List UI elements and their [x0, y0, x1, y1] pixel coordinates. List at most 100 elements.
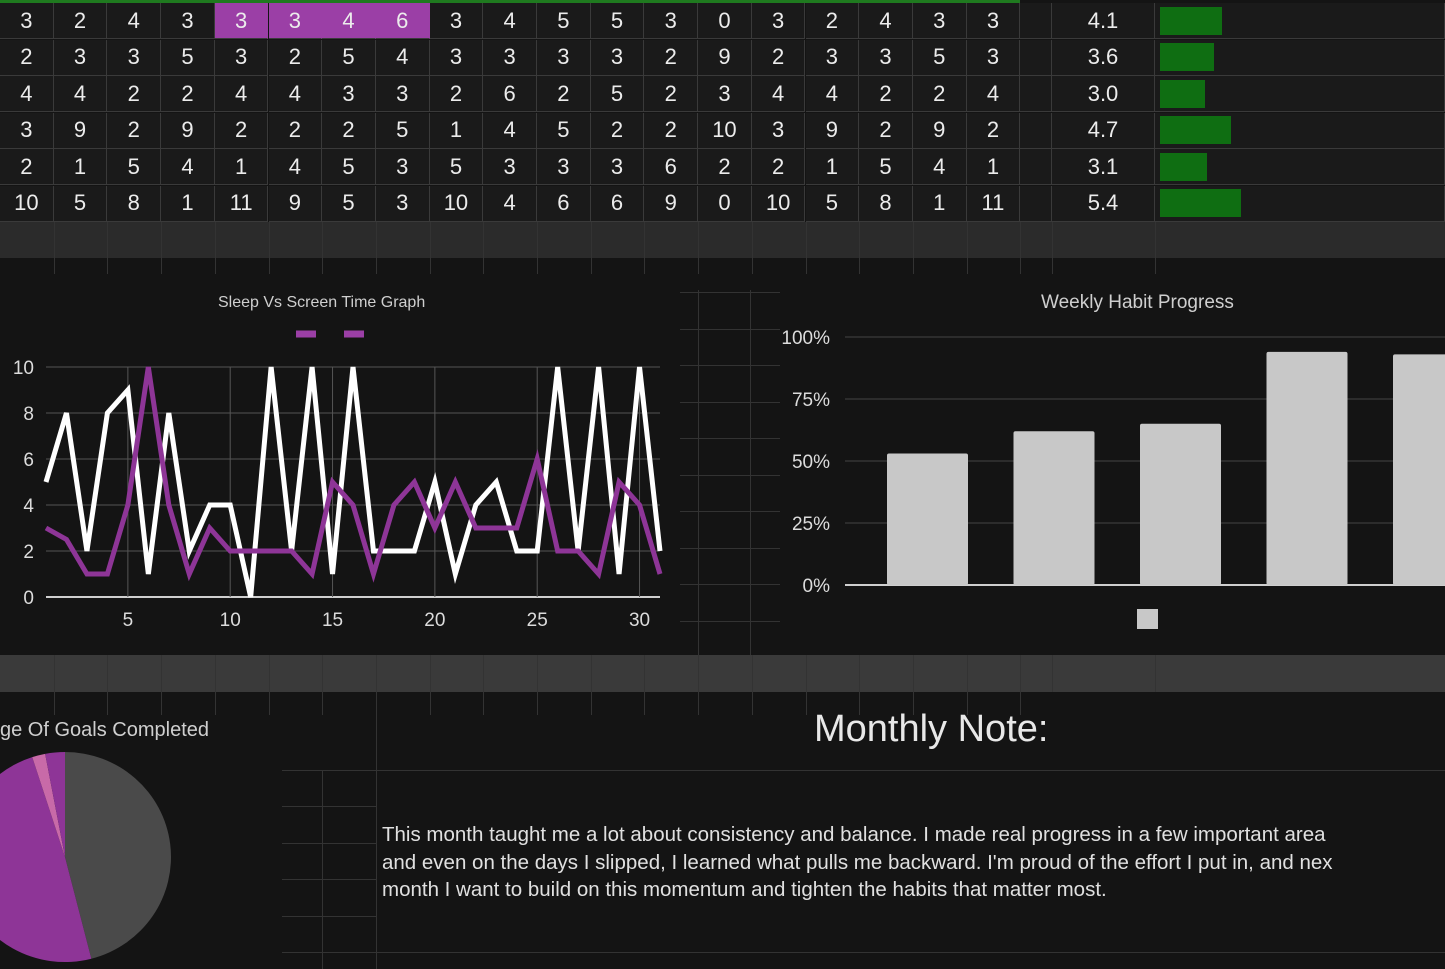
table-cell[interactable]: 6: [590, 185, 645, 222]
table-cell[interactable]: 2: [322, 112, 376, 149]
table-cell[interactable]: 5: [590, 3, 645, 39]
table-cell[interactable]: 2: [53, 3, 108, 39]
table-cell[interactable]: 3: [375, 185, 430, 222]
table-cell[interactable]: 2: [107, 112, 162, 149]
table-cell[interactable]: 6: [483, 76, 537, 112]
average-cell[interactable]: 5.4: [1052, 185, 1155, 222]
table-cell[interactable]: 0: [698, 185, 752, 222]
table-cell[interactable]: 3: [107, 39, 162, 76]
table-cell[interactable]: 9: [268, 185, 323, 222]
average-cell[interactable]: 4.7: [1052, 112, 1155, 149]
table-cell[interactable]: 11: [214, 185, 269, 222]
table-cell[interactable]: 2: [966, 112, 1021, 149]
table-cell[interactable]: 9: [805, 112, 860, 149]
progress-bar-cell[interactable]: [1155, 39, 1445, 76]
table-cell[interactable]: 2: [107, 76, 162, 112]
empty-cell[interactable]: [1020, 76, 1052, 112]
progress-bar-cell[interactable]: [1155, 76, 1445, 112]
table-cell[interactable]: 10: [698, 112, 752, 149]
table-cell[interactable]: 9: [644, 185, 699, 222]
table-cell[interactable]: 4: [912, 149, 967, 185]
table-cell[interactable]: 4: [214, 76, 269, 112]
table-cell[interactable]: 1: [161, 185, 215, 222]
table-cell[interactable]: 1: [966, 149, 1021, 185]
table-cell[interactable]: 4: [483, 185, 537, 222]
table-cell[interactable]: 2: [268, 112, 323, 149]
table-cell[interactable]: 3: [590, 149, 645, 185]
table-cell[interactable]: 2: [751, 149, 806, 185]
progress-bar-cell[interactable]: [1155, 3, 1445, 39]
table-cell[interactable]: 9: [161, 112, 215, 149]
table-cell[interactable]: 1: [214, 149, 269, 185]
table-cell[interactable]: 2: [161, 76, 215, 112]
table-cell[interactable]: 3: [751, 112, 806, 149]
table-cell[interactable]: 3: [53, 39, 108, 76]
table-cell[interactable]: 9: [912, 112, 967, 149]
table-cell[interactable]: 2: [644, 112, 699, 149]
table-cell[interactable]: 5: [537, 3, 591, 39]
table-cell[interactable]: 3: [429, 39, 484, 76]
table-cell[interactable]: 3: [429, 3, 484, 39]
progress-bar-cell[interactable]: [1155, 185, 1445, 222]
table-cell[interactable]: 3: [161, 3, 215, 39]
table-cell[interactable]: 1: [912, 185, 967, 222]
table-cell[interactable]: 8: [859, 185, 913, 222]
table-cell[interactable]: 4: [53, 76, 108, 112]
table-cell[interactable]: 2: [0, 149, 54, 185]
table-cell[interactable]: 2: [859, 76, 913, 112]
table-cell[interactable]: 3: [268, 3, 323, 39]
table-cell[interactable]: 4: [0, 76, 54, 112]
table-cell[interactable]: 3: [590, 39, 645, 76]
table-cell[interactable]: 10: [0, 185, 54, 222]
table-cell[interactable]: 3: [912, 3, 967, 39]
table-cell[interactable]: 6: [644, 149, 699, 185]
table-cell[interactable]: 3: [214, 3, 269, 39]
table-cell[interactable]: 4: [483, 3, 537, 39]
table-cell[interactable]: 3: [805, 39, 860, 76]
table-cell[interactable]: 2: [751, 39, 806, 76]
table-cell[interactable]: 3: [483, 149, 537, 185]
table-cell[interactable]: 6: [375, 3, 430, 39]
table-cell[interactable]: 4: [268, 149, 323, 185]
table-cell[interactable]: 10: [429, 185, 484, 222]
table-cell[interactable]: 2: [644, 39, 699, 76]
table-cell[interactable]: 3: [375, 149, 430, 185]
table-cell[interactable]: 3: [0, 3, 54, 39]
table-cell[interactable]: 0: [698, 3, 752, 39]
table-cell[interactable]: 3: [214, 39, 269, 76]
table-cell[interactable]: 4: [859, 3, 913, 39]
table-cell[interactable]: 8: [107, 185, 162, 222]
table-cell[interactable]: 6: [537, 185, 591, 222]
table-cell[interactable]: 5: [107, 149, 162, 185]
table-cell[interactable]: 4: [107, 3, 162, 39]
table-cell[interactable]: 4: [805, 76, 860, 112]
table-cell[interactable]: 3: [537, 149, 591, 185]
table-cell[interactable]: 3: [322, 76, 376, 112]
empty-cell[interactable]: [1020, 3, 1052, 39]
average-cell[interactable]: 3.1: [1052, 149, 1155, 185]
table-cell[interactable]: 2: [537, 76, 591, 112]
table-cell[interactable]: 9: [53, 112, 108, 149]
table-cell[interactable]: 2: [805, 3, 860, 39]
table-cell[interactable]: 2: [214, 112, 269, 149]
table-cell[interactable]: 4: [483, 112, 537, 149]
table-cell[interactable]: 5: [375, 112, 430, 149]
table-cell[interactable]: 5: [590, 76, 645, 112]
table-cell[interactable]: 4: [322, 3, 376, 39]
table-cell[interactable]: 5: [322, 149, 376, 185]
table-cell[interactable]: 1: [429, 112, 484, 149]
table-cell[interactable]: 2: [0, 39, 54, 76]
average-cell[interactable]: 3.0: [1052, 76, 1155, 112]
table-cell[interactable]: 4: [966, 76, 1021, 112]
table-cell[interactable]: 5: [537, 112, 591, 149]
table-cell[interactable]: 11: [966, 185, 1021, 222]
progress-bar-cell[interactable]: [1155, 112, 1445, 149]
table-cell[interactable]: 4: [268, 76, 323, 112]
table-cell[interactable]: 3: [698, 76, 752, 112]
table-cell[interactable]: 4: [161, 149, 215, 185]
table-cell[interactable]: 3: [644, 3, 699, 39]
table-cell[interactable]: 3: [537, 39, 591, 76]
table-cell[interactable]: 5: [805, 185, 860, 222]
table-cell[interactable]: 2: [859, 112, 913, 149]
table-cell[interactable]: 5: [859, 149, 913, 185]
